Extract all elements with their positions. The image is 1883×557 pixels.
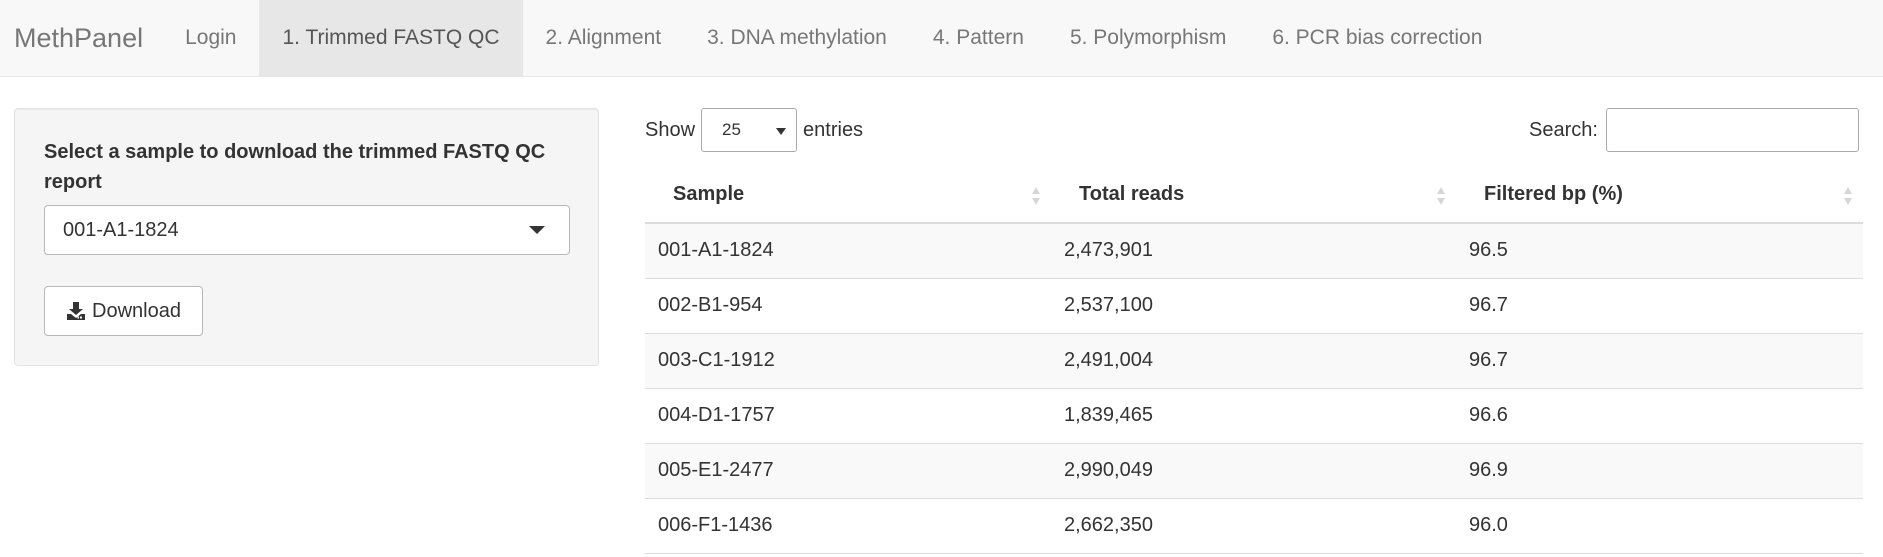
cell-sample: 003-C1-1912 [645,333,1051,389]
navbar: MethPanel Login 1. Trimmed FASTQ QC 2. A… [0,0,1883,77]
sample-select[interactable]: 001-A1-1824 [44,205,570,255]
table-search: Search: [1529,108,1859,152]
caret-down-icon [529,226,545,234]
cell-filtered-bp: 96.0 [1456,498,1863,554]
cell-total-reads: 2,491,004 [1051,333,1456,389]
tab-alignment[interactable]: 2. Alignment [545,26,662,49]
sort-icon [1437,187,1445,205]
column-header-filtered-bp[interactable]: Filtered bp (%) [1456,167,1863,224]
table-row[interactable]: 002-B1-954 2,537,100 96.7 [645,278,1863,334]
tab-polymorphism[interactable]: 5. Polymorphism [1069,26,1227,49]
tab-pattern[interactable]: 4. Pattern [932,26,1024,49]
cell-filtered-bp: 96.6 [1456,388,1863,444]
table-row[interactable]: 003-C1-1912 2,491,004 96.7 [645,333,1863,389]
cell-sample: 002-B1-954 [645,278,1051,334]
download-button[interactable]: Download [44,286,203,336]
cell-total-reads: 2,473,901 [1051,223,1456,279]
page-length-value: 25 [722,120,741,139]
cell-total-reads: 2,662,350 [1051,498,1456,554]
table-header-row: Sample Total reads Filtered bp (%) [645,167,1863,224]
cell-sample: 001-A1-1824 [645,223,1051,279]
sort-icon [1844,187,1852,205]
download-button-label: Download [92,299,181,322]
caret-down-icon [776,128,787,135]
download-icon [67,302,86,320]
table-row[interactable]: 004-D1-1757 1,839,465 96.6 [645,388,1863,444]
entries-label: entries [803,118,864,141]
sample-download-panel: Select a sample to download the trimmed … [14,108,599,366]
table-row[interactable]: 001-A1-1824 2,473,901 96.5 [645,223,1863,279]
tab-pcr-bias-correction[interactable]: 6. PCR bias correction [1272,26,1483,49]
cell-filtered-bp: 96.7 [1456,278,1863,334]
cell-total-reads: 2,990,049 [1051,443,1456,499]
page-length-control: Show 25 entries [645,108,863,152]
cell-sample: 005-E1-2477 [645,443,1051,499]
table-row[interactable]: 006-F1-1436 2,662,350 96.0 [645,498,1863,554]
page-length-select[interactable]: 25 [701,108,798,152]
tab-trimmed-fastq-qc[interactable]: 1. Trimmed FASTQ QC [259,0,523,76]
search-input[interactable] [1605,108,1859,152]
cell-filtered-bp: 96.5 [1456,223,1863,279]
cell-total-reads: 2,537,100 [1051,278,1456,334]
tab-dna-methylation[interactable]: 3. DNA methylation [707,26,887,49]
search-label: Search: [1529,118,1598,141]
cell-total-reads: 1,839,465 [1051,388,1456,444]
sort-icon [1032,187,1040,205]
column-header-total-reads[interactable]: Total reads [1051,167,1456,224]
cell-sample: 006-F1-1436 [645,498,1051,554]
sample-select-label: Select a sample to download the trimmed … [44,141,546,193]
sample-select-value: 001-A1-1824 [63,218,179,241]
brand-title[interactable]: MethPanel [14,22,144,53]
show-label: Show [645,118,696,141]
tab-login[interactable]: Login [185,26,237,49]
cell-filtered-bp: 96.9 [1456,443,1863,499]
column-header-sample[interactable]: Sample [645,167,1051,224]
table-row[interactable]: 005-E1-2477 2,990,049 96.9 [645,443,1863,499]
cell-filtered-bp: 96.7 [1456,333,1863,389]
cell-sample: 004-D1-1757 [645,388,1051,444]
qc-table: Sample Total reads Filtered bp (%) 001-A… [645,167,1863,554]
